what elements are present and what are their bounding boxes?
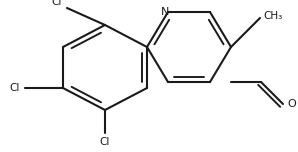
- Text: N: N: [161, 7, 169, 17]
- Text: Cl: Cl: [100, 137, 110, 147]
- Text: Cl: Cl: [10, 83, 20, 93]
- Text: Cl: Cl: [52, 0, 62, 7]
- Text: CH₃: CH₃: [263, 11, 282, 21]
- Text: O: O: [287, 99, 296, 109]
